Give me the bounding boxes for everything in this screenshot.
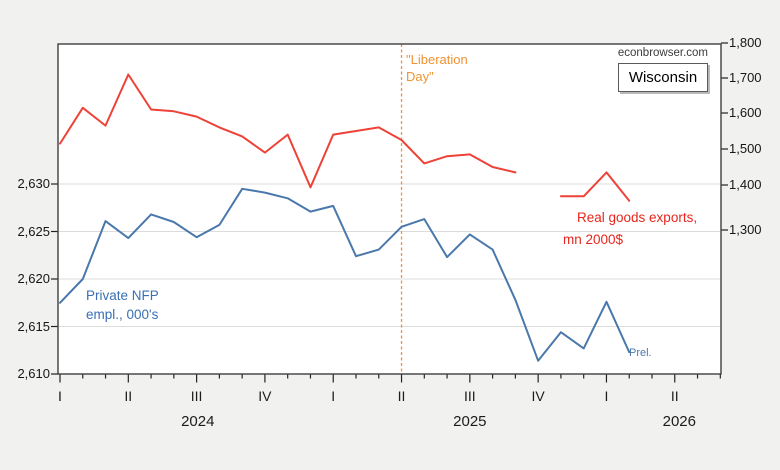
x-axis-quarter-label: II — [397, 388, 406, 404]
x-axis-quarter-label: II — [670, 388, 679, 404]
exports-series-label-line2: mn 2000$ — [563, 232, 624, 247]
prel-label: Prel. — [629, 347, 652, 359]
x-axis-quarter-label: I — [331, 388, 336, 404]
x-axis-quarter-label: II — [124, 388, 133, 404]
nfp-line — [59, 187, 631, 362]
right-axis-tick-label: 1,500 — [729, 141, 762, 156]
liberation-day-label: "Liberation Day" — [406, 51, 468, 85]
plot-area — [58, 44, 721, 374]
x-axis-year-label: 2025 — [453, 413, 487, 430]
plot-border — [57, 43, 722, 375]
left-axis-tick-label: 2,620 — [17, 271, 50, 286]
exports-line-segment-1 — [59, 73, 517, 189]
right-axis-tick-label: 1,400 — [729, 177, 762, 192]
x-axis-quarter-label: IV — [258, 388, 272, 404]
x-axis-year-label: 2024 — [181, 413, 215, 430]
liberation-day-label-line1: "Liberation — [406, 52, 468, 67]
x-axis-quarter-label: I — [58, 388, 62, 404]
nfp-series-label-line1: Private NFP — [86, 288, 159, 303]
left-axis-tick-label: 2,630 — [17, 176, 50, 191]
x-axis-quarter-label: I — [604, 388, 609, 404]
right-axis-tick-label: 1,700 — [729, 70, 762, 85]
wisconsin-box: Wisconsin — [618, 63, 708, 92]
econbrowser-watermark: econbrowser.com — [617, 47, 708, 59]
exports-line-segment-2 — [559, 171, 631, 202]
nfp-series-label: Private NFP empl., 000's — [86, 286, 159, 324]
left-axis-tick-label: 2,610 — [17, 366, 50, 381]
nfp-series-label-line2: empl., 000's — [86, 307, 159, 322]
right-axis-tick-label: 1,800 — [729, 35, 762, 50]
right-axis-tick-label: 1,300 — [729, 222, 762, 237]
exports-series-label-line1: Real goods exports, — [577, 210, 698, 225]
x-axis-quarter-label: III — [190, 388, 203, 404]
right-axis-tick-label: 1,600 — [729, 105, 762, 120]
x-axis-quarter-label: IV — [531, 388, 545, 404]
x-axis-quarter-label: III — [463, 388, 476, 404]
liberation-day-label-line2: Day" — [406, 69, 434, 84]
left-axis-tick-label: 2,615 — [17, 318, 50, 334]
left-axis-tick-label: 2,625 — [17, 223, 50, 239]
x-axis-year-label: 2026 — [662, 413, 696, 430]
